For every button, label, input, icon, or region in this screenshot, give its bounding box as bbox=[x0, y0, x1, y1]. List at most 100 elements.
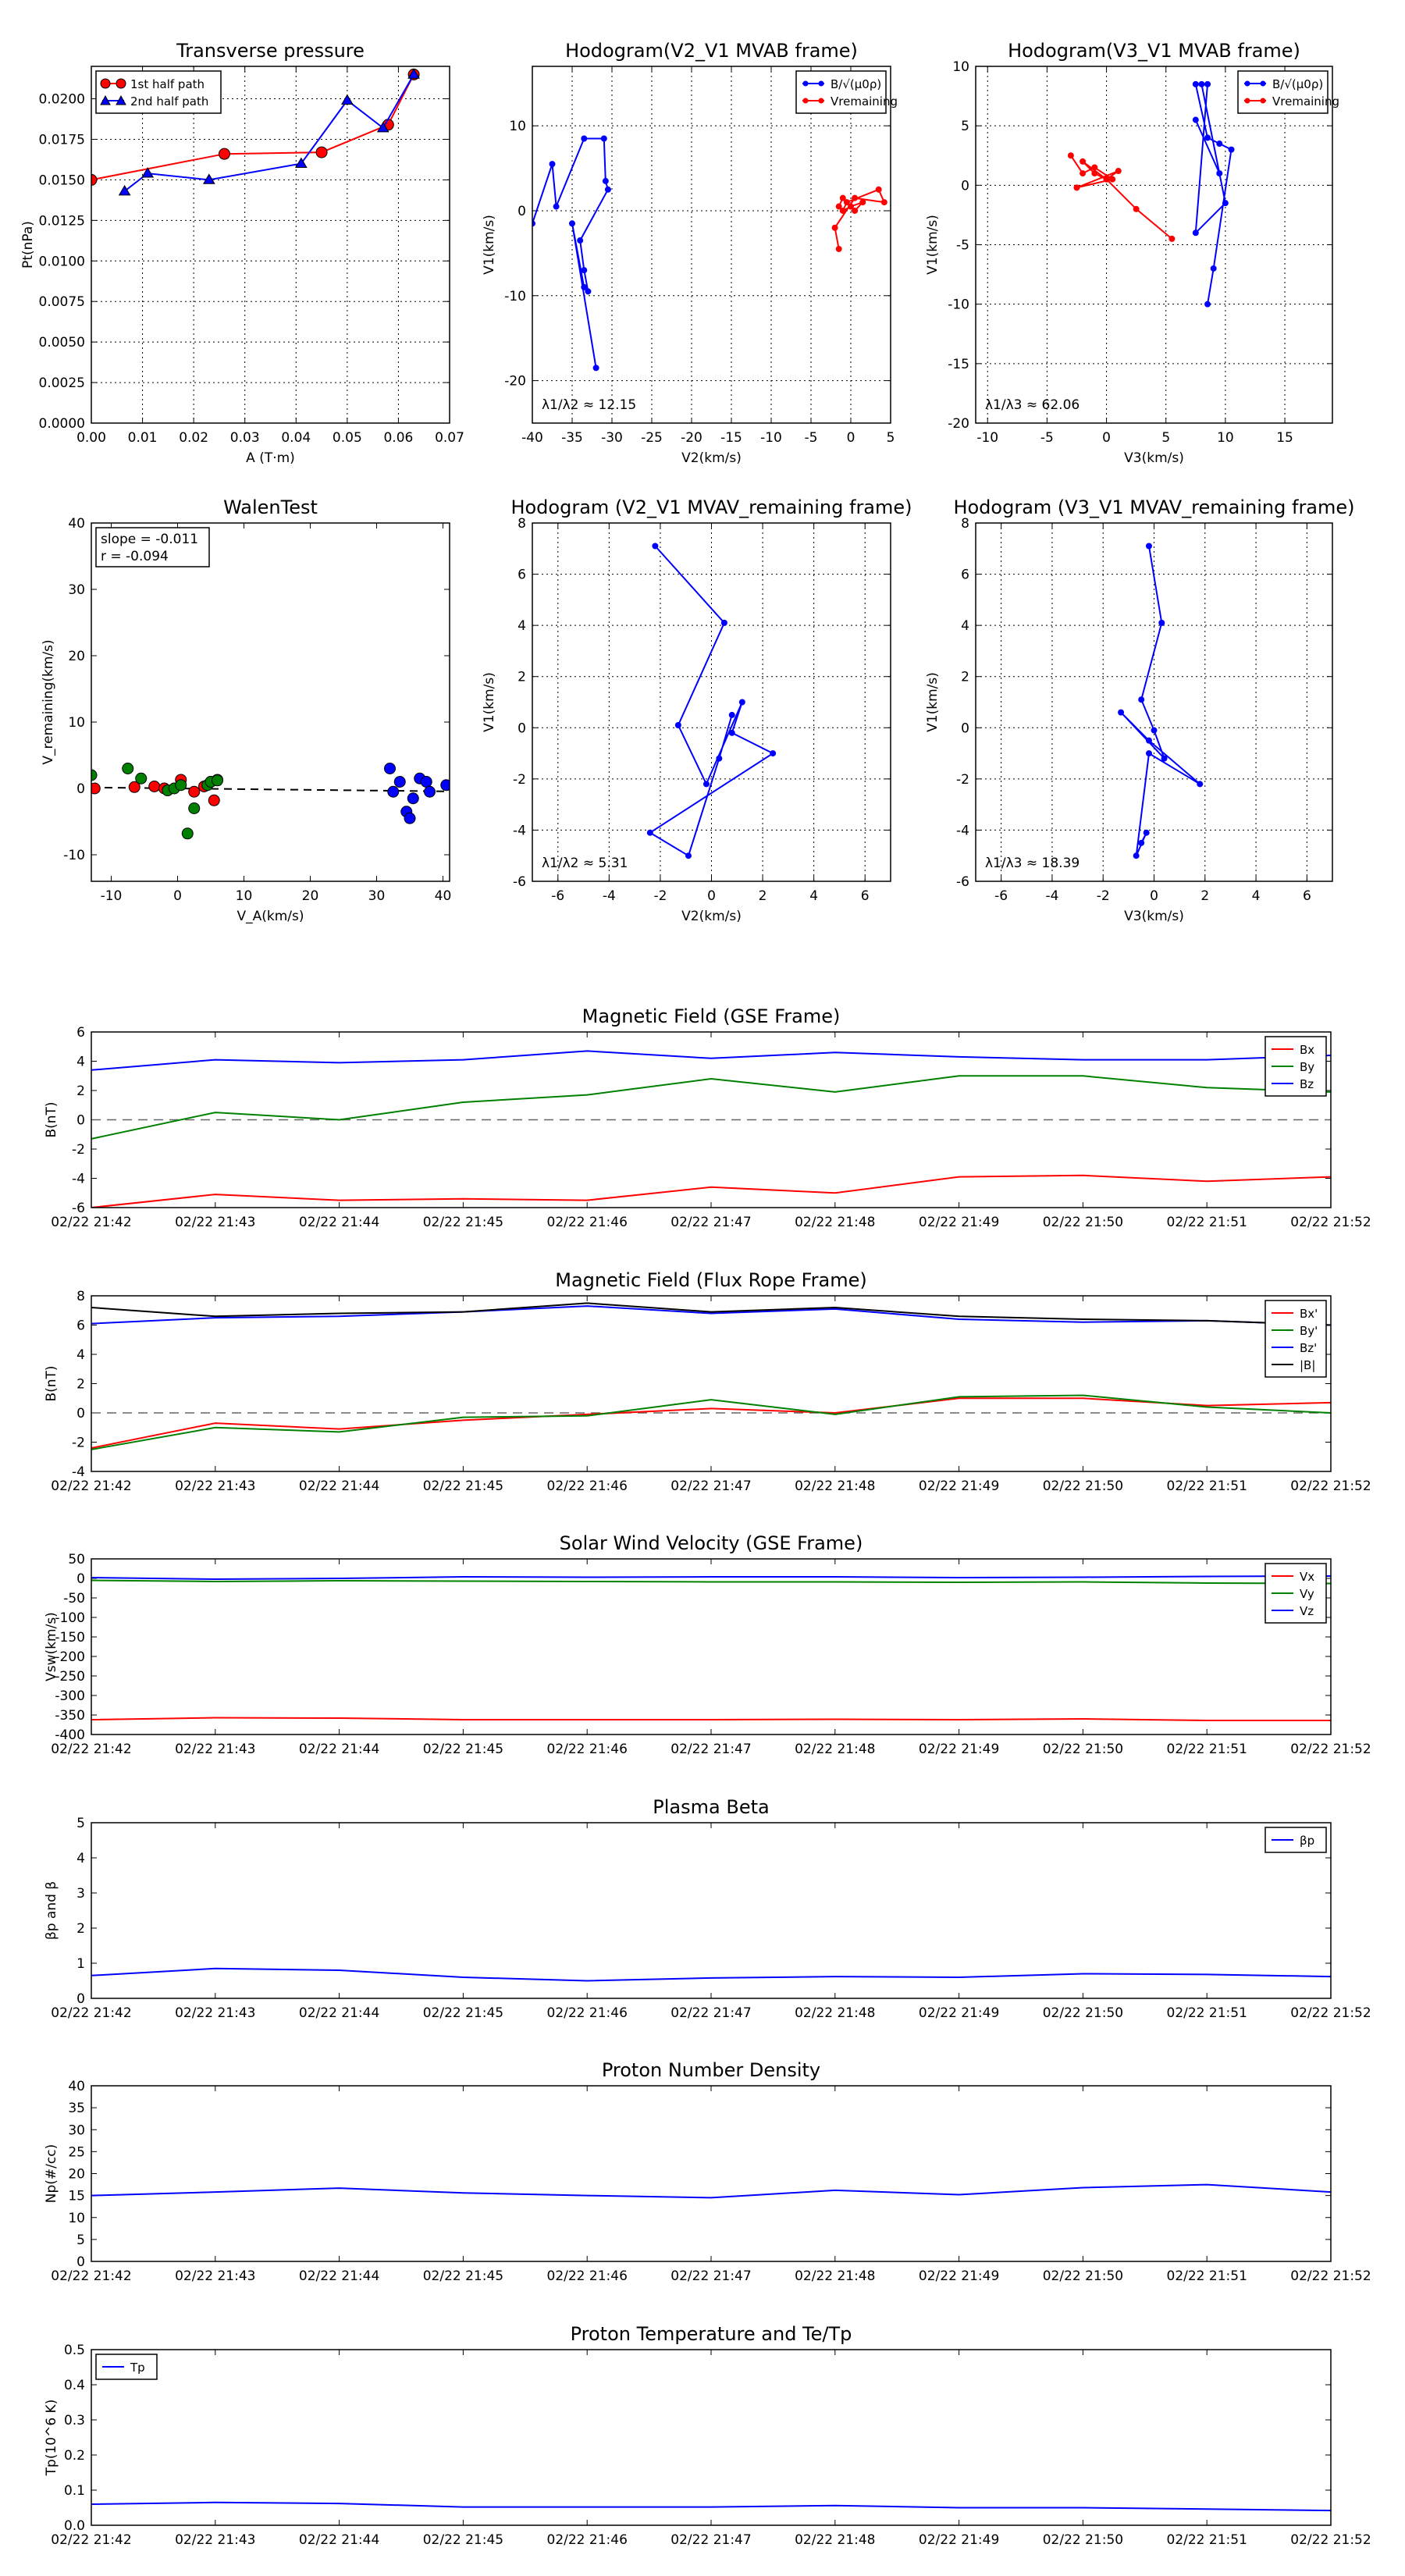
magnetic-field-gse-xtick-label: 02/22 21:47 bbox=[670, 1215, 751, 1230]
hodogram-v3v1-mvab-xlabel: V3(km/s) bbox=[1124, 450, 1184, 466]
hodogram-v3v1-mvav-xlabel: V3(km/s) bbox=[1124, 909, 1184, 924]
proton-temperature-xtick-label: 02/22 21:47 bbox=[670, 2532, 751, 2548]
hodogram-v3v1-mvav-series-0-point bbox=[1143, 829, 1150, 836]
transverse-pressure-chart: Transverse pressure 0.00 0.01 0.02 0.03 0.04 0… bbox=[20, 40, 464, 466]
hodogram-v3v1-mvav-series-0-point bbox=[1197, 781, 1204, 788]
proton-density-xtick-label: 02/22 21:46 bbox=[547, 2268, 628, 2284]
hodogram-v3v1-mvab-series-b-0--point bbox=[1216, 170, 1223, 177]
solar-wind-velocity-title: Solar Wind Velocity (GSE Frame) bbox=[560, 1532, 863, 1554]
hodogram-v2v1-mvav-series-0-point bbox=[674, 722, 681, 729]
magnetic-field-flux-rope-xtick-label: 02/22 21:52 bbox=[1290, 1478, 1371, 1494]
proton-density-title: Proton Number Density bbox=[602, 2059, 820, 2081]
transverse-pressure-ytick-label: 0.0000 bbox=[39, 416, 85, 432]
solar-wind-velocity-xtick-label: 02/22 21:46 bbox=[547, 1742, 628, 1757]
hodogram-v3v1-mvab-series-vremaining-point bbox=[1073, 184, 1080, 191]
magnetic-field-flux-rope-legend-label: Bx' bbox=[1300, 1307, 1318, 1321]
hodogram-v3v1-mvav-series-0-point bbox=[1151, 727, 1158, 734]
transverse-pressure-legend-marker bbox=[100, 94, 111, 105]
walen-test-series-1-point bbox=[135, 772, 148, 785]
solar-wind-velocity-xtick-label: 02/22 21:43 bbox=[175, 1742, 255, 1757]
hodogram-v2v1-mvab-legend bbox=[795, 70, 887, 114]
hodogram-v2v1-mvab-series-b-0--point bbox=[581, 267, 588, 274]
hodogram-v2v1-mvab-ytick-label: -20 bbox=[504, 374, 526, 390]
hodogram-v2v1-mvab-xtick-label: -5 bbox=[805, 430, 818, 446]
hodogram-v3v1-mvab-legend-marker bbox=[1244, 98, 1250, 104]
walen-test-frame bbox=[91, 522, 450, 882]
plasma-beta-xtick-label: 02/22 21:52 bbox=[1290, 2005, 1371, 2021]
hodogram-v3v1-mvab-xtick-label: -5 bbox=[1040, 430, 1054, 446]
magnetic-field-gse-xtick-label: 02/22 21:51 bbox=[1167, 1215, 1247, 1230]
plasma-beta-xtick-label: 02/22 21:44 bbox=[299, 2005, 379, 2021]
transverse-pressure-frame bbox=[91, 66, 450, 424]
hodogram-v3v1-mvab-series-vremaining-point bbox=[1067, 152, 1074, 159]
hodogram-v3v1-mvav-series-0-point bbox=[1161, 755, 1168, 762]
hodogram-v3v1-mvav-title: Hodogram (V3_V1 MVAV_remaining frame) bbox=[953, 496, 1354, 518]
hodogram-v2v1-mvav-series-0-point bbox=[728, 729, 735, 736]
magnetic-field-gse-series-bz-line bbox=[91, 1050, 1331, 1071]
hodogram-v3v1-mvav-annotation: λ1/λ3 ≈ 18.39 bbox=[985, 856, 1080, 871]
plasma-beta-xtick-label: 02/22 21:46 bbox=[547, 2005, 628, 2021]
magnetic-field-gse-series-bx-line bbox=[91, 1174, 1331, 1208]
hodogram-v3v1-mvav-series-0-point bbox=[1133, 852, 1140, 859]
hodogram-v3v1-mvav-xtick-label: -2 bbox=[1097, 888, 1110, 904]
solar-wind-velocity-ytick-label: -50 bbox=[63, 1591, 85, 1606]
solar-wind-velocity-ytick-label: -350 bbox=[55, 1708, 85, 1724]
magnetic-field-flux-rope-xtick-label: 02/22 21:47 bbox=[670, 1478, 751, 1494]
magnetic-field-flux-rope-frame bbox=[91, 1295, 1332, 1472]
proton-temperature-xtick-label: 02/22 21:48 bbox=[795, 2532, 875, 2548]
walen-test-title: WalenTest bbox=[223, 496, 318, 518]
hodogram-v3v1-mvab-xtick-label: 5 bbox=[1161, 430, 1170, 446]
solar-wind-velocity-series-vy-line bbox=[91, 1579, 1331, 1585]
transverse-pressure-ytick-label: 0.0075 bbox=[39, 294, 85, 310]
hodogram-v2v1-mvav-frame bbox=[532, 522, 891, 882]
magnetic-field-flux-rope-series-bx--line bbox=[91, 1397, 1331, 1449]
proton-density-ylabel: Np(#/cc) bbox=[44, 2144, 59, 2203]
magnetic-field-flux-rope-series-bz--line bbox=[91, 1305, 1331, 1326]
hodogram-v2v1-mvab-series-b-0--point bbox=[581, 135, 588, 142]
hodogram-v3v1-mvav-xtick-label: -4 bbox=[1045, 888, 1058, 904]
transverse-pressure-series-2nd-half-path-point bbox=[376, 121, 389, 133]
proton-temperature-ytick-label: 0.0 bbox=[64, 2518, 85, 2534]
hodogram-v2v1-mvav-series-0-point bbox=[716, 755, 723, 762]
walen-test-series-2-point bbox=[404, 812, 416, 824]
magnetic-field-flux-rope-series--b--line bbox=[91, 1302, 1331, 1326]
walen-test-annotation-box bbox=[95, 527, 210, 568]
hodogram-v2v1-mvab-series-b-0--point bbox=[532, 220, 535, 227]
hodogram-v2v1-mvab-series-b-0--point bbox=[602, 177, 609, 184]
plasma-beta-xtick-label: 02/22 21:47 bbox=[670, 2005, 751, 2021]
hodogram-v2v1-mvav-xtick-label: -6 bbox=[551, 888, 564, 904]
proton-density-xtick-label: 02/22 21:45 bbox=[423, 2268, 503, 2284]
transverse-pressure-xtick-label: 0.03 bbox=[230, 430, 260, 446]
hodogram-v3v1-mvab-ytick-label: -15 bbox=[948, 357, 969, 372]
hodogram-v3v1-mvav-frame bbox=[975, 522, 1333, 882]
hodogram-v2v1-mvab-chart: Hodogram(V2_V1 MVAB frame) -40 -35 -30 -25 -2… bbox=[482, 40, 898, 466]
magnetic-field-gse-xtick-label: 02/22 21:52 bbox=[1290, 1215, 1371, 1230]
hodogram-v3v1-mvab-series-b-0--point bbox=[1192, 229, 1199, 237]
walen-test-series-2-point bbox=[387, 785, 400, 798]
walen-test-xtick-label: 10 bbox=[236, 888, 253, 904]
hodogram-v2v1-mvav-xtick-label: -4 bbox=[603, 888, 616, 904]
hodogram-v3v1-mvav-series-0-point bbox=[1145, 543, 1152, 550]
hodogram-v2v1-mvab-series-vremaining-point bbox=[848, 203, 854, 210]
hodogram-v3v1-mvab-series-b-0--point bbox=[1192, 116, 1199, 123]
hodogram-v2v1-mvav-annotation: λ1/λ2 ≈ 5.31 bbox=[542, 856, 628, 871]
walen-test-xtick-label: 30 bbox=[368, 888, 386, 904]
proton-temperature-ytick-label: 0.2 bbox=[64, 2448, 85, 2464]
transverse-pressure-xtick-label: 0.05 bbox=[333, 430, 362, 446]
hodogram-v3v1-mvab-legend-label: Vremaining bbox=[1272, 94, 1339, 109]
transverse-pressure-series-2nd-half-path-point bbox=[340, 94, 354, 105]
walen-test-series-2-point bbox=[424, 785, 436, 798]
magnetic-field-gse-title: Magnetic Field (GSE Frame) bbox=[582, 1005, 841, 1027]
hodogram-v2v1-mvab-series-vremaining-point bbox=[831, 224, 838, 231]
walen-test-series-1-point bbox=[212, 774, 223, 787]
plasma-beta-ylabel: βp and β bbox=[44, 1881, 59, 1940]
hodogram-v2v1-mvav-xtick-label: 6 bbox=[861, 888, 870, 904]
plasma-beta-chart: Plasma Beta 02/22 21:42 02/22 21:43 02/22 2… bbox=[44, 1796, 1371, 2021]
plasma-beta-xtick-label: 02/22 21:45 bbox=[423, 2005, 503, 2021]
proton-density-ytick-label: 35 bbox=[68, 2101, 85, 2116]
hodogram-v3v1-mvav-ylabel: V1(km/s) bbox=[925, 672, 941, 732]
walen-test-series-2-point bbox=[393, 776, 406, 788]
magnetic-field-flux-rope-xtick-label: 02/22 21:51 bbox=[1167, 1478, 1247, 1494]
